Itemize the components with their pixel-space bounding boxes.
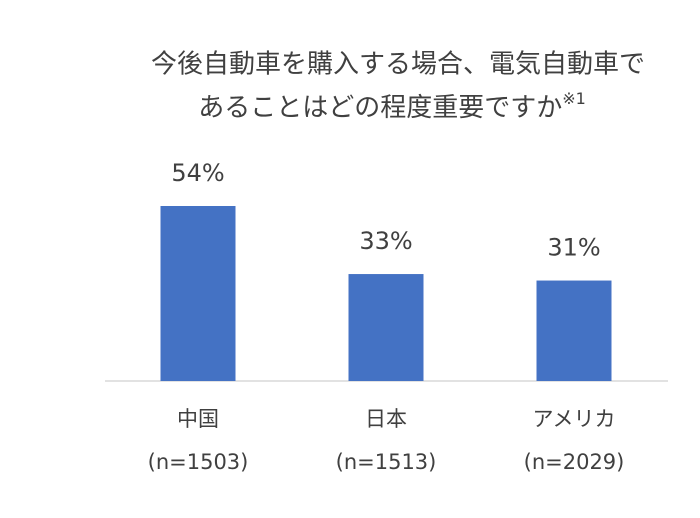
chart-title: 今後自動車を購入する場合、電気自動車で — [151, 50, 645, 80]
x-tick-label: 中国 — [177, 407, 219, 431]
x-tick-label: アメリカ — [533, 407, 616, 431]
bar — [160, 206, 236, 381]
value-label: 31% — [547, 234, 600, 262]
chart-title-line: あることはどの程度重要ですか — [198, 93, 562, 123]
x-tick-label: 日本 — [365, 407, 407, 431]
chart-title: あることはどの程度重要ですか※1 — [198, 89, 586, 123]
bar — [536, 280, 612, 381]
value-label: 33% — [359, 227, 412, 255]
bar — [348, 274, 424, 381]
title-note: ※1 — [562, 89, 586, 108]
sample-size-label: (n=2029) — [524, 450, 625, 474]
sample-size-label: (n=1503) — [148, 450, 249, 474]
value-label: 54% — [171, 159, 224, 187]
sample-size-label: (n=1513) — [336, 450, 437, 474]
